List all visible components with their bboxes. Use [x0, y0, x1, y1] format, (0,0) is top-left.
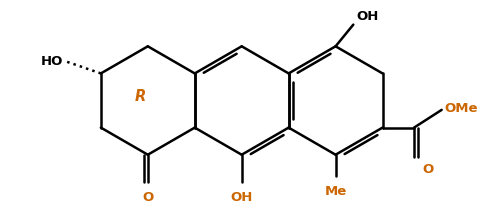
- Text: Me: Me: [324, 184, 347, 197]
- Text: OH: OH: [356, 10, 379, 23]
- Text: HO: HO: [41, 55, 63, 68]
- Text: OMe: OMe: [445, 102, 478, 115]
- Text: R: R: [134, 89, 146, 104]
- Text: O: O: [142, 190, 153, 203]
- Text: O: O: [422, 162, 433, 175]
- Text: OH: OH: [230, 190, 253, 203]
